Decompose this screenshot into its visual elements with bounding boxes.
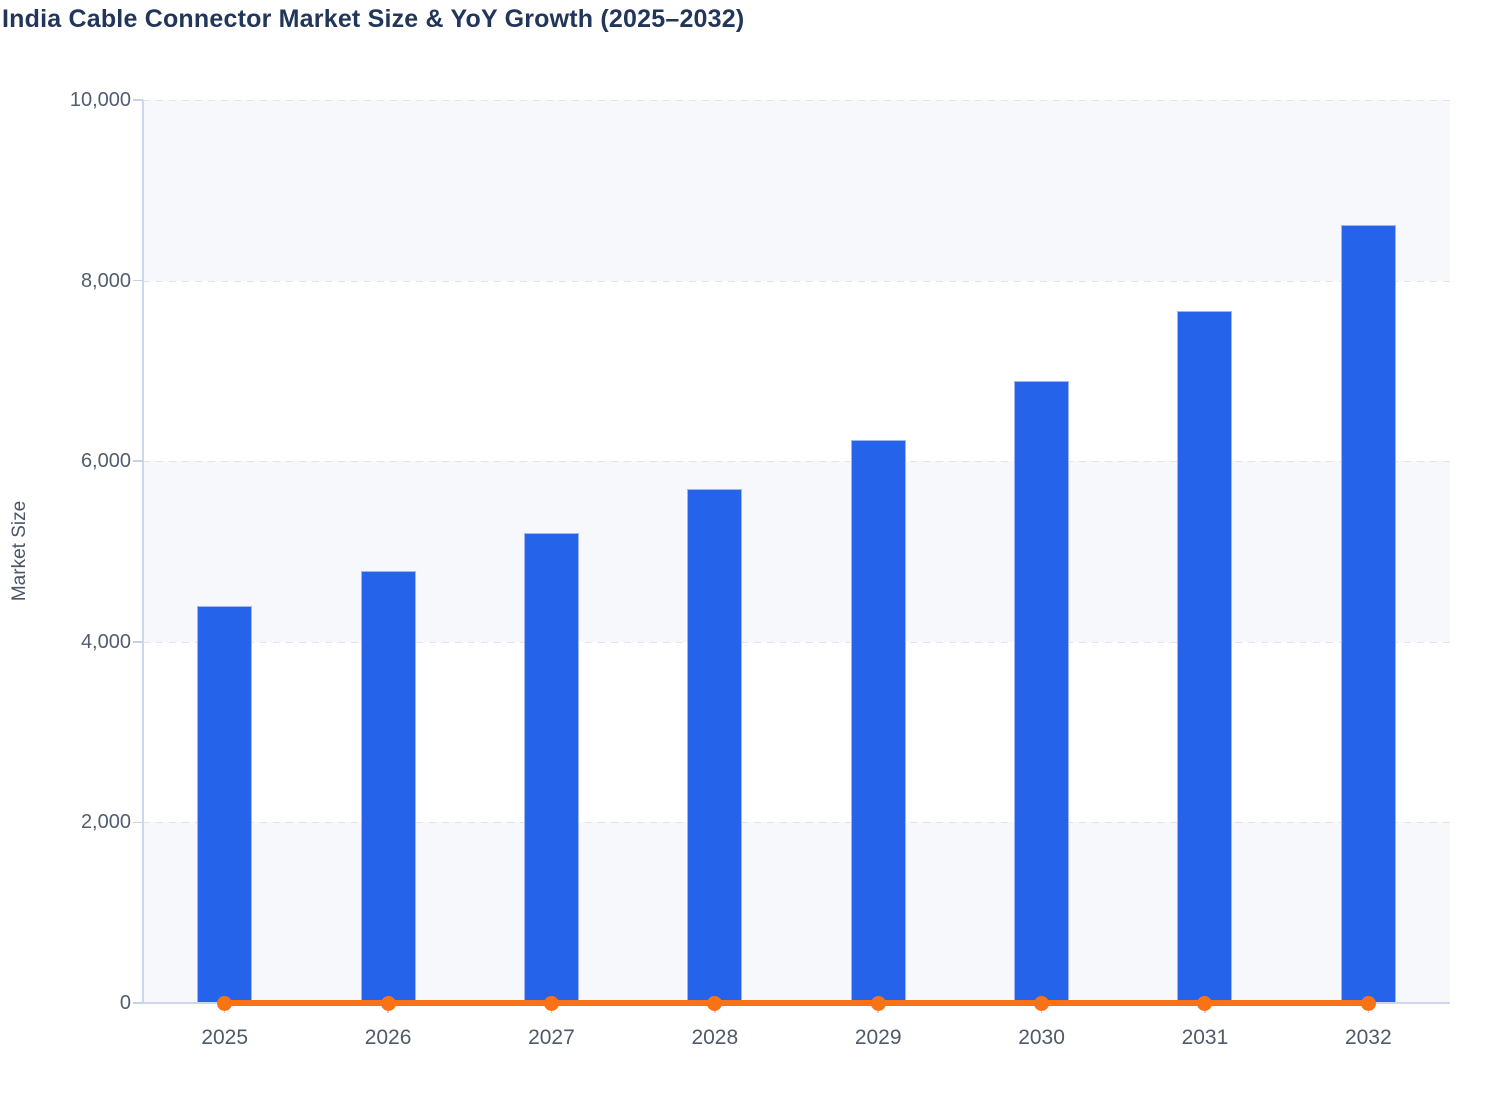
yoy-point-2030[interactable] [1034, 995, 1050, 1011]
yoy-point-2031[interactable] [1197, 995, 1213, 1011]
x-tick-label: 2027 [528, 1026, 575, 1049]
x-tick-label: 2029 [854, 1026, 902, 1049]
y-tick-label: 8,000 [80, 269, 131, 292]
bar-2032[interactable] [1340, 224, 1396, 1003]
bar-2031[interactable] [1177, 311, 1233, 1003]
gridline [143, 100, 1450, 101]
x-tick-label: 2026 [364, 1026, 412, 1049]
y-axis-title: Market Size [9, 500, 30, 602]
yoy-point-2028[interactable] [707, 995, 723, 1011]
plot-band [143, 461, 1450, 642]
y-tick-label: 0 [119, 992, 131, 1014]
y-tick [133, 641, 143, 643]
y-tick [133, 1002, 143, 1004]
bar-2026[interactable] [360, 571, 416, 1003]
y-tick-label: 10,000 [69, 89, 131, 111]
bar-2029[interactable] [850, 439, 906, 1003]
gridline [143, 822, 1450, 824]
yoy-growth-line[interactable] [224, 1000, 1369, 1006]
yoy-point-2026[interactable] [380, 995, 396, 1011]
y-tick [133, 99, 143, 101]
x-tick-label: 2030 [1018, 1026, 1065, 1049]
plot-band [143, 822, 1450, 1003]
bar-2027[interactable] [523, 533, 579, 1003]
x-tick-label: 2031 [1181, 1026, 1229, 1049]
y-tick [133, 821, 143, 824]
x-tick-label: 2032 [1344, 1026, 1392, 1049]
y-tick-label: 2,000 [80, 811, 131, 834]
yoy-point-2032[interactable] [1360, 995, 1376, 1011]
y-axis-line [142, 100, 144, 1004]
plot-band [143, 100, 1450, 281]
gridline [143, 461, 1450, 463]
x-tick-label: 2025 [201, 1026, 249, 1049]
yoy-point-2025[interactable] [217, 995, 233, 1011]
y-tick-label: 4,000 [80, 630, 131, 653]
chart-title: India Cable Connector Market Size & YoY … [2, 5, 745, 33]
bar-2025[interactable] [197, 605, 253, 1003]
y-tick [133, 279, 143, 282]
y-tick-label: 6,000 [80, 450, 131, 473]
gridline [143, 280, 1450, 282]
bar-2028[interactable] [687, 489, 743, 1003]
gridline [143, 641, 1450, 643]
bar-2030[interactable] [1014, 380, 1070, 1003]
x-tick-label: 2028 [691, 1026, 739, 1049]
yoy-point-2027[interactable] [543, 995, 559, 1011]
y-tick [133, 460, 143, 462]
yoy-point-2029[interactable] [870, 995, 886, 1011]
